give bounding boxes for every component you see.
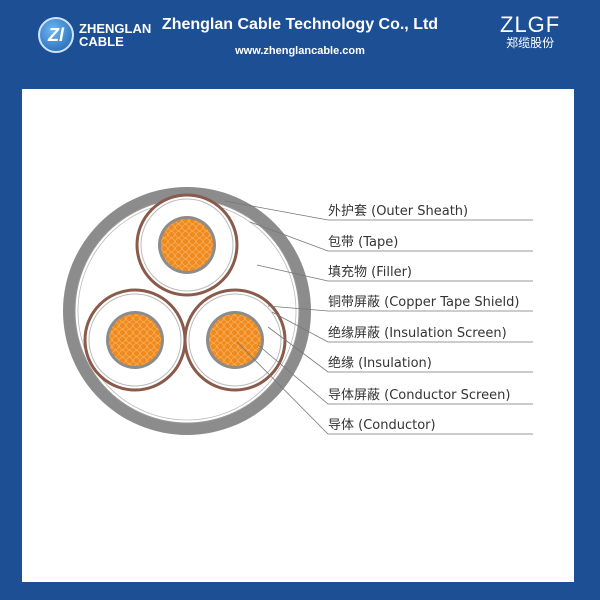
leader-line <box>267 326 533 373</box>
zlgf-logo: ZLGF 郑缆股份 <box>500 12 561 51</box>
website-url: www.zhenglancable.com <box>235 45 365 57</box>
logo-mark-icon: Zl <box>38 17 74 53</box>
layer-label: 导体 (Conductor) <box>328 418 436 433</box>
leader-line <box>249 221 533 252</box>
layer-label: 包带 (Tape) <box>328 235 398 250</box>
layer-label: 绝缘屏蔽 (Insulation Screen) <box>328 325 507 341</box>
layer-label: 铜带屏蔽 (Copper Tape Shield) <box>328 295 519 310</box>
logo-line2: CABLE <box>79 34 124 49</box>
leader-line <box>224 200 533 221</box>
brand-latin: ZLGF <box>500 12 561 37</box>
layer-label: 填充物 (Filler) <box>328 264 412 280</box>
conductor <box>109 314 161 366</box>
header: Zl ZHENGLAN CABLE Zhenglan Cable Technolo… <box>0 0 600 88</box>
leader-line <box>236 341 533 435</box>
conductor <box>161 219 213 271</box>
company-title: Zhenglan Cable Technology Co., Ltd <box>161 16 439 33</box>
leader-line <box>271 311 533 343</box>
layer-label: 外护套 (Outer Sheath) <box>328 203 468 219</box>
zhenglan-logo: Zl ZHENGLAN CABLE <box>38 17 151 53</box>
layer-label: 绝缘 (Insulation) <box>328 355 432 371</box>
leader-line <box>256 264 533 282</box>
leader-line <box>267 305 533 312</box>
leader-line <box>257 344 533 405</box>
logo-line1: ZHENGLAN <box>79 21 152 36</box>
brand-cn: 郑缆股份 <box>506 36 555 50</box>
layer-label: 导体屏蔽 (Conductor Screen) <box>328 388 510 403</box>
